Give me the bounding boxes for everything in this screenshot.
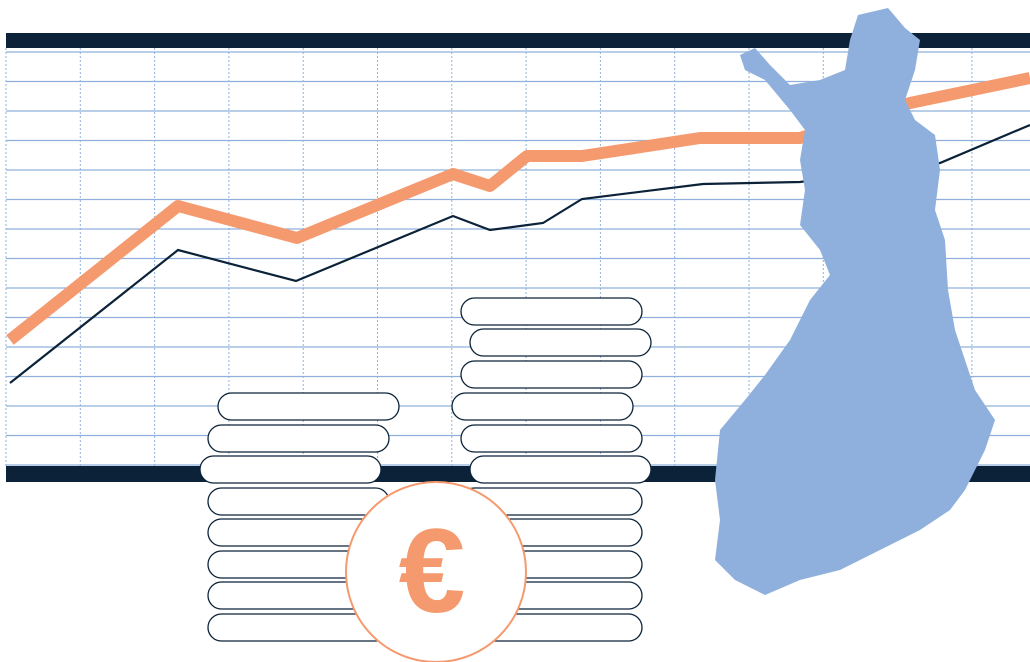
coin	[460, 424, 643, 453]
coin	[217, 392, 400, 421]
coin	[460, 297, 643, 326]
coin	[199, 455, 382, 484]
coin	[451, 392, 634, 421]
coin	[469, 328, 652, 357]
coin	[460, 360, 643, 389]
euro-symbol: €	[399, 504, 466, 638]
finland-map	[715, 8, 995, 595]
euro-coin	[345, 481, 527, 662]
coin	[469, 455, 652, 484]
coin	[207, 424, 390, 453]
top-bar	[6, 33, 1030, 48]
coin	[207, 487, 390, 516]
